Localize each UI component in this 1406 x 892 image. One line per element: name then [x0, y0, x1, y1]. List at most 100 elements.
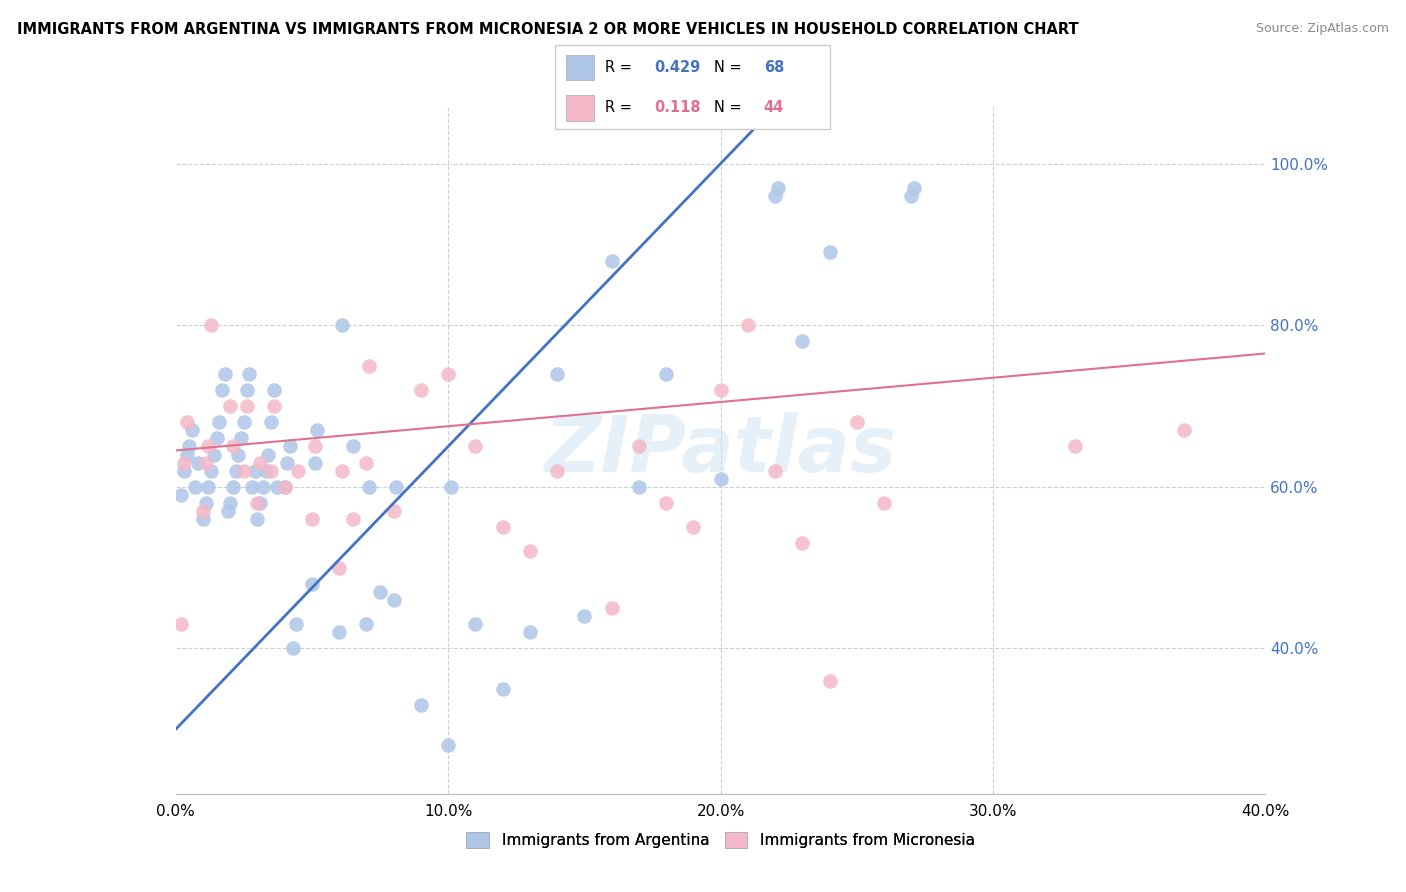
Point — [238, 367, 260, 381]
Point — [263, 399, 285, 413]
Point — [197, 439, 219, 453]
Point — [409, 698, 432, 712]
Point — [492, 681, 515, 696]
Point — [356, 456, 378, 470]
Point — [232, 415, 254, 429]
Point — [257, 448, 280, 462]
Point — [710, 472, 733, 486]
Point — [252, 480, 274, 494]
Point — [546, 464, 568, 478]
Point — [249, 456, 271, 470]
Point — [263, 383, 285, 397]
Point — [710, 383, 733, 397]
Point — [409, 383, 432, 397]
Text: Source: ZipAtlas.com: Source: ZipAtlas.com — [1256, 22, 1389, 36]
Point — [304, 439, 326, 453]
Point — [287, 464, 309, 478]
Text: N =: N = — [714, 100, 747, 115]
Point — [246, 496, 269, 510]
Point — [219, 399, 242, 413]
Point — [202, 448, 225, 462]
Point — [792, 334, 814, 349]
Point — [211, 383, 233, 397]
Point — [359, 359, 381, 373]
Point — [179, 439, 201, 453]
FancyBboxPatch shape — [555, 45, 830, 129]
Point — [222, 480, 245, 494]
Point — [464, 439, 486, 453]
Text: R =: R = — [605, 60, 637, 75]
Point — [222, 439, 245, 453]
Legend: Immigrants from Argentina, Immigrants from Micronesia: Immigrants from Argentina, Immigrants fr… — [467, 832, 974, 848]
Point — [1173, 423, 1195, 437]
Point — [600, 253, 623, 268]
Point — [437, 367, 460, 381]
Point — [235, 383, 257, 397]
Point — [191, 512, 214, 526]
Point — [170, 617, 193, 632]
Point — [845, 415, 868, 429]
Text: 0.118: 0.118 — [654, 100, 700, 115]
Point — [225, 464, 247, 478]
Point — [903, 181, 925, 195]
Point — [385, 480, 408, 494]
Point — [274, 480, 297, 494]
Point — [200, 318, 222, 333]
Point — [330, 464, 353, 478]
Point — [627, 439, 650, 453]
Point — [368, 585, 391, 599]
Text: 0.429: 0.429 — [654, 60, 700, 75]
Point — [873, 496, 896, 510]
Bar — [567, 95, 593, 120]
Point — [194, 496, 217, 510]
Point — [328, 560, 350, 574]
Point — [173, 464, 195, 478]
Point — [763, 189, 786, 203]
Point — [200, 464, 222, 478]
Text: N =: N = — [714, 60, 747, 75]
Point — [1063, 439, 1085, 453]
Point — [359, 480, 381, 494]
Text: IMMIGRANTS FROM ARGENTINA VS IMMIGRANTS FROM MICRONESIA 2 OR MORE VEHICLES IN HO: IMMIGRANTS FROM ARGENTINA VS IMMIGRANTS … — [17, 22, 1078, 37]
Point — [600, 601, 623, 615]
Point — [254, 464, 277, 478]
Point — [307, 423, 329, 437]
Text: ZIPatlas: ZIPatlas — [544, 412, 897, 489]
Point — [191, 504, 214, 518]
Point — [818, 673, 841, 688]
Point — [766, 181, 789, 195]
Point — [243, 464, 266, 478]
Point — [356, 617, 378, 632]
Point — [284, 617, 307, 632]
Point — [301, 512, 323, 526]
Point — [278, 439, 301, 453]
Point — [900, 189, 922, 203]
Point — [240, 480, 263, 494]
Point — [184, 480, 207, 494]
Point — [208, 415, 231, 429]
Point — [304, 456, 326, 470]
Point — [260, 415, 283, 429]
Point — [519, 625, 541, 640]
Point — [763, 464, 786, 478]
Point — [186, 456, 209, 470]
Point — [792, 536, 814, 550]
Point — [655, 367, 678, 381]
Point — [205, 431, 228, 445]
Point — [214, 367, 236, 381]
Point — [260, 464, 283, 478]
Point — [194, 456, 217, 470]
Point — [219, 496, 242, 510]
Point — [231, 431, 253, 445]
Point — [176, 415, 198, 429]
Point — [197, 480, 219, 494]
Point — [228, 448, 250, 462]
Bar — [567, 54, 593, 80]
Point — [546, 367, 568, 381]
Point — [519, 544, 541, 558]
Point — [328, 625, 350, 640]
Point — [266, 480, 288, 494]
Point — [682, 520, 704, 534]
Point — [382, 593, 405, 607]
Point — [232, 464, 254, 478]
